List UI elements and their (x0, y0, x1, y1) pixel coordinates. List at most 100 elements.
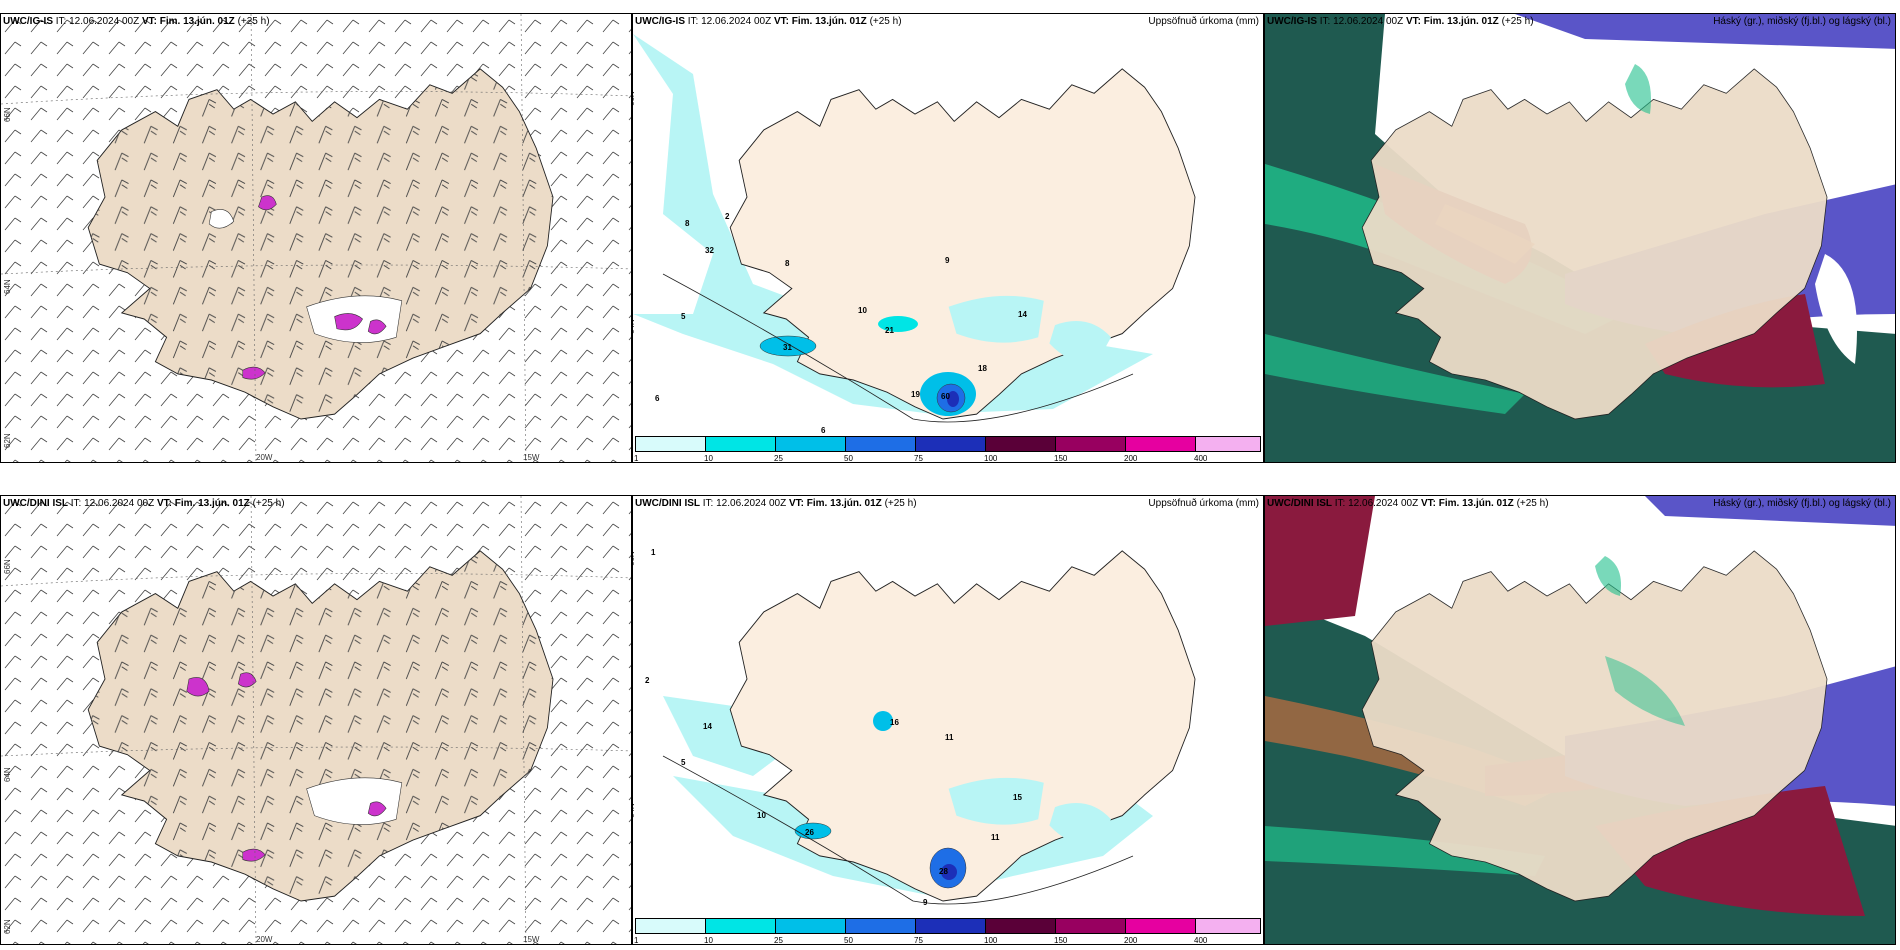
vt-value: Fim. 13.jún. 01Z (791, 16, 867, 27)
colorbar-label: 50 (844, 454, 853, 463)
panel-header: UWC/DINI ISL IT: 12.06.2024 00Z VT: Fim.… (1267, 498, 1549, 509)
cloud-title: Háský (gr.), miðský (fj.bl.) og lágský (… (1713, 498, 1891, 509)
colorbar-label: 100 (984, 936, 998, 945)
panel-header: UWC/IG-IS IT: 12.06.2024 00Z VT: Fim. 13… (635, 16, 902, 27)
panel-header: UWC/IG-IS IT: 12.06.2024 00Z VT: Fim. 13… (3, 16, 270, 27)
colorbar-segment: 100 (984, 918, 1055, 944)
it-label: IT: (70, 498, 82, 509)
it-value: 12.06.2024 00Z (701, 16, 772, 27)
wind-map (1, 14, 631, 462)
lat-label: 66N (3, 107, 12, 122)
colorbar-segment: 200 (1124, 436, 1195, 462)
precip-label: 32 (705, 246, 714, 255)
map-panel-top-precip: UWC/IG-IS IT: 12.06.2024 00Z VT: Fim. 13… (632, 13, 1264, 463)
lead-time: (+25 h) (1516, 498, 1549, 509)
vt-value: Fim. 13.jún. 01Z (174, 498, 250, 509)
map-panel-bottom-precip: UWC/DINI ISL IT: 12.06.2024 00Z VT: Fim.… (632, 495, 1264, 945)
lead-time: (+25 h) (869, 16, 902, 27)
precip-label: 21 (885, 326, 894, 335)
colorbar-label: 50 (844, 936, 853, 945)
precip-label: 9 (923, 898, 928, 907)
panel-header: UWC/IG-IS IT: 12.06.2024 00Z VT: Fim. 13… (1267, 16, 1534, 27)
lat-label: 64N (3, 767, 12, 782)
colorbar-label: 100 (984, 454, 998, 463)
precip-label: 8 (785, 259, 790, 268)
lat-label: 66N (3, 559, 12, 574)
it-label: IT: (1334, 498, 1346, 509)
map-panel-bottom-cloud: UWC/DINI ISL IT: 12.06.2024 00Z VT: Fim.… (1264, 495, 1896, 945)
lon-label: 15W (523, 453, 540, 462)
precip-label: 6 (821, 426, 826, 435)
map-panel-top-cloud: UWC/IG-IS IT: 12.06.2024 00Z VT: Fim. 13… (1264, 13, 1896, 463)
vt-label: VT: (773, 16, 789, 27)
lead-time: (+25 h) (237, 16, 270, 27)
vt-value: Fim. 13.jún. 01Z (806, 498, 882, 509)
lead-time: (+25 h) (884, 498, 917, 509)
it-label: IT: (702, 498, 714, 509)
lat-label: 62N (3, 433, 12, 448)
colorbar-segment: 50 (844, 436, 915, 462)
colorbar: 1 10 25 50 75 100 150 200 400 (634, 918, 1261, 945)
precip-label: 26 (805, 828, 814, 837)
colorbar-label: 150 (1054, 454, 1068, 463)
lat-label: 62N (3, 919, 12, 934)
colorbar-segment: 150 (1054, 436, 1125, 462)
colorbar-label: 200 (1124, 454, 1138, 463)
precip-label: 2 (645, 676, 650, 685)
model-name: UWC/DINI ISL (1267, 498, 1332, 509)
lead-time: (+25 h) (252, 498, 285, 509)
colorbar-label: 1 (634, 936, 639, 945)
precip-label: 10 (757, 811, 766, 820)
colorbar-segment: 1 (634, 436, 705, 462)
vt-value: Fim. 13.jún. 01Z (1423, 16, 1499, 27)
colorbar-segment: 75 (914, 918, 985, 944)
precip-label: 18 (978, 364, 987, 373)
precip-label: 14 (1018, 310, 1027, 319)
colorbar-label: 75 (914, 936, 923, 945)
colorbar-label: 1 (634, 454, 639, 463)
colorbar-segment: 1 (634, 918, 705, 944)
it-value: 12.06.2024 00Z (69, 16, 140, 27)
lat-label: 66N (632, 91, 636, 106)
model-name: UWC/DINI ISL (3, 498, 68, 509)
it-label: IT: (687, 16, 699, 27)
it-value: 12.06.2024 00Z (716, 498, 787, 509)
vt-value: Fim. 13.jún. 01Z (159, 16, 235, 27)
colorbar-label: 75 (914, 454, 923, 463)
precip-label: 15 (1013, 793, 1022, 802)
lead-time: (+25 h) (1501, 16, 1534, 27)
precip-label: 60 (941, 392, 950, 401)
model-name: UWC/IG-IS (3, 16, 53, 27)
colorbar-label: 200 (1124, 936, 1138, 945)
precip-label: 8 (685, 219, 690, 228)
colorbar: 1 10 25 50 75 100 150 200 400 (634, 436, 1261, 463)
lat-label: 64N (3, 279, 12, 294)
colorbar-segment: 75 (914, 436, 985, 462)
precip-label: 28 (939, 867, 948, 876)
map-panel-top-wind: UWC/IG-IS IT: 12.06.2024 00Z VT: Fim. 13… (0, 13, 632, 463)
precip-label: 5 (681, 758, 686, 767)
colorbar-segment: 25 (774, 436, 845, 462)
cloud-map (1265, 14, 1895, 462)
precip-label: 16 (890, 718, 899, 727)
vt-label: VT: (788, 498, 804, 509)
vt-label: VT: (1405, 16, 1421, 27)
colorbar-segment: 150 (1054, 918, 1125, 944)
vt-label: VT: (156, 498, 172, 509)
colorbar-label: 25 (774, 936, 783, 945)
lon-label: 20W (256, 935, 273, 944)
colorbar-segment: 50 (844, 918, 915, 944)
colorbar-segment: 25 (774, 918, 845, 944)
model-name: UWC/IG-IS (635, 16, 685, 27)
vt-label: VT: (1420, 498, 1436, 509)
colorbar-label: 400 (1194, 936, 1208, 945)
precip-title: Uppsöfnuð úrkoma (mm) (1148, 16, 1259, 27)
precip-label: 11 (991, 833, 1000, 842)
precip-label: 11 (945, 733, 954, 742)
precip-map (633, 14, 1263, 462)
precip-label: 19 (911, 390, 920, 399)
model-name: UWC/IG-IS (1267, 16, 1317, 27)
model-name: UWC/DINI ISL (635, 498, 700, 509)
colorbar-segment: 10 (704, 918, 775, 944)
precip-label: 6 (655, 394, 660, 403)
